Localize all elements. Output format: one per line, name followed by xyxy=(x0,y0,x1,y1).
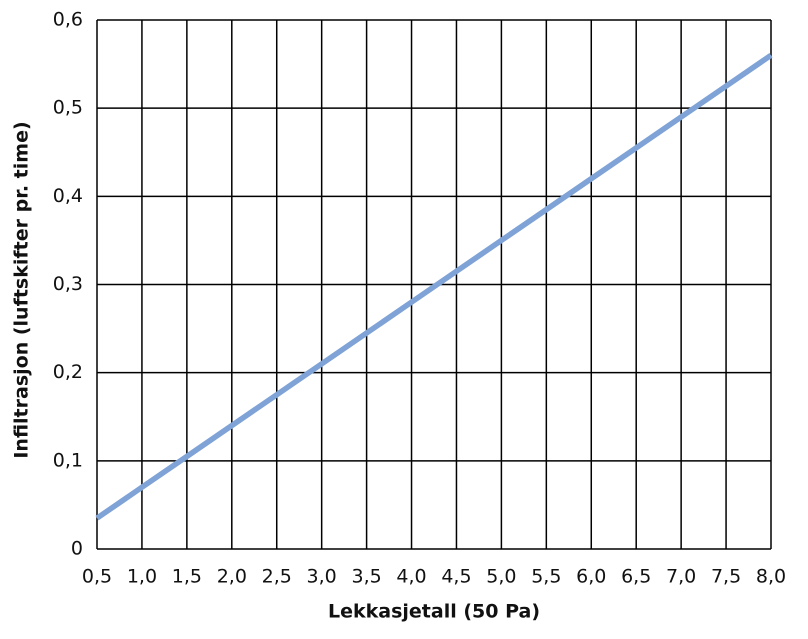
x-tick-label: 4,5 xyxy=(441,566,471,588)
x-tick-label: 5,5 xyxy=(531,566,561,588)
x-tick-label: 2,0 xyxy=(217,566,247,588)
x-tick-label: 1,5 xyxy=(172,566,202,588)
y-tick-label: 0,5 xyxy=(53,97,83,119)
x-tick-label: 6,5 xyxy=(621,566,651,588)
data-line xyxy=(95,52,773,521)
x-tick-label: 2,5 xyxy=(262,566,292,588)
x-tick-label: 7,0 xyxy=(666,566,696,588)
y-tick-label: 0,3 xyxy=(53,273,83,295)
x-tick-label: 5,0 xyxy=(486,566,516,588)
y-tick-label: 0,1 xyxy=(53,449,83,471)
y-axis-title: Infiltrasjon (luftskifter pr. time) xyxy=(11,121,33,458)
x-tick-label: 8,0 xyxy=(756,566,786,588)
x-tick-label: 3,5 xyxy=(351,566,381,588)
y-tick-label: 0 xyxy=(71,538,83,560)
x-tick-label: 3,0 xyxy=(307,566,337,588)
x-tick-label: 1,0 xyxy=(127,566,157,588)
y-tick-label: 0,6 xyxy=(53,9,83,31)
y-tick-label: 0,4 xyxy=(53,185,83,207)
x-tick-label: 7,5 xyxy=(711,566,741,588)
x-tick-label: 6,0 xyxy=(576,566,606,588)
x-axis-title: Lekkasjetall (50 Pa) xyxy=(328,601,540,623)
y-tick-label: 0,2 xyxy=(53,361,83,383)
x-tick-label: 0,5 xyxy=(82,566,112,588)
x-tick-label: 4,0 xyxy=(396,566,426,588)
